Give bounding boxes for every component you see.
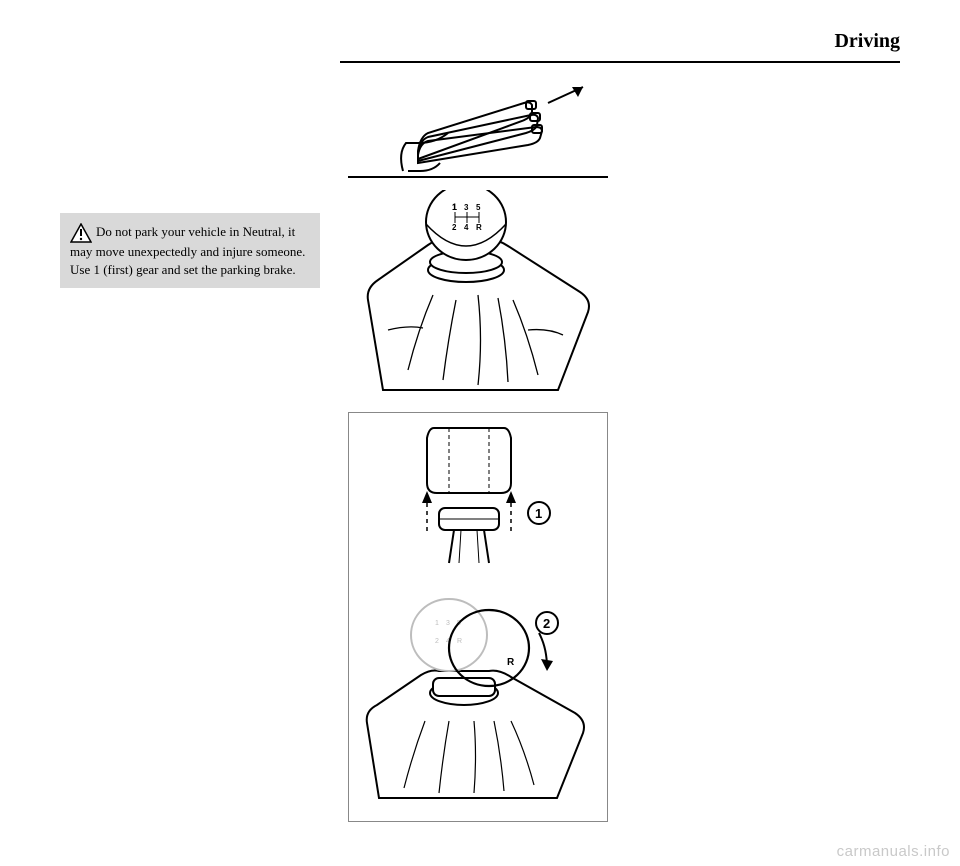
- svg-text:3: 3: [446, 620, 450, 627]
- gear-5-label: 5: [476, 203, 481, 212]
- shift-knob-illustration: 1 3 5 2 4 R 1: [348, 190, 608, 400]
- callout-1: 1: [535, 506, 542, 521]
- callout-2: 2: [543, 616, 550, 631]
- warning-triangle-icon: [70, 223, 92, 243]
- warning-text: Do not park your vehicle in Neutral, it …: [70, 224, 305, 277]
- left-column: Do not park your vehicle in Neutral, it …: [60, 83, 320, 822]
- gear-3-label: 3: [464, 203, 469, 212]
- gear-2-label: 2: [452, 223, 457, 232]
- page-title: Driving: [834, 30, 900, 52]
- reverse-shift-illustration: 1: [348, 412, 608, 822]
- svg-text:R: R: [457, 638, 462, 645]
- gear-r-label: R: [476, 223, 482, 232]
- svg-text:1: 1: [452, 202, 457, 212]
- gear-4-label: 4: [464, 223, 469, 232]
- watermark: carmanuals.info: [837, 843, 950, 860]
- section-header: Driving: [340, 30, 900, 63]
- right-column: 1 3 5 2 4 R 1: [348, 83, 608, 822]
- r-label: R: [507, 657, 515, 668]
- svg-text:2: 2: [435, 638, 439, 645]
- content-columns: Do not park your vehicle in Neutral, it …: [60, 83, 900, 822]
- warning-box: Do not park your vehicle in Neutral, it …: [60, 213, 320, 288]
- page: Driving Do not park your vehicle in Neut…: [0, 0, 960, 866]
- svg-text:1: 1: [435, 620, 439, 627]
- parking-brake-illustration: [348, 83, 608, 178]
